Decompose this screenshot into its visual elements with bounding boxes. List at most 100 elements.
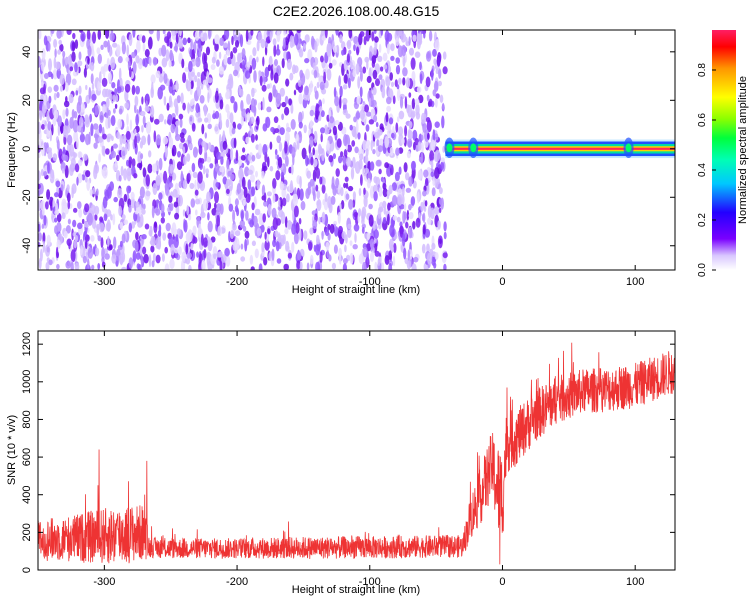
- noise-cell: [372, 86, 377, 96]
- noise-cell: [342, 97, 348, 105]
- noise-cell: [250, 30, 254, 36]
- noise-cell: [113, 236, 117, 250]
- signal-band-core: [445, 147, 675, 150]
- noise-cell: [123, 168, 128, 181]
- noise-cell: [401, 137, 405, 145]
- noise-cell: [43, 73, 49, 79]
- noise-cell: [191, 122, 196, 132]
- noise-cell: [182, 179, 188, 190]
- noise-cell: [54, 48, 57, 58]
- noise-cell: [107, 235, 110, 247]
- noise-cell: [313, 130, 318, 144]
- noise-cell: [214, 34, 220, 45]
- noise-cell: [109, 244, 113, 251]
- noise-cell: [394, 171, 400, 182]
- noise-cell: [240, 210, 244, 222]
- noise-cell: [406, 150, 411, 159]
- noise-cell: [369, 161, 375, 171]
- noise-cell: [135, 231, 139, 241]
- noise-cell: [434, 206, 440, 216]
- noise-cell: [372, 220, 378, 232]
- noise-cell: [262, 56, 265, 67]
- noise-cell: [262, 165, 268, 171]
- noise-cell: [115, 94, 119, 103]
- noise-cell: [256, 56, 259, 63]
- noise-cell: [323, 71, 326, 84]
- noise-cell: [361, 166, 365, 177]
- noise-cell: [110, 115, 116, 127]
- noise-cell: [74, 62, 78, 73]
- noise-cell: [277, 233, 282, 242]
- noise-cell: [92, 187, 96, 195]
- noise-cell: [392, 255, 396, 267]
- spectrogram-ylabel: Frequency (Hz): [6, 112, 18, 188]
- noise-cell: [206, 253, 210, 267]
- noise-cell: [342, 84, 348, 90]
- noise-cell: [46, 189, 51, 200]
- noise-cell: [64, 165, 69, 179]
- noise-cell: [284, 106, 290, 116]
- noise-cell: [169, 49, 173, 61]
- noise-cell: [342, 263, 347, 270]
- noise-cell: [84, 240, 88, 250]
- noise-cell: [406, 209, 410, 221]
- noise-cell: [79, 116, 84, 129]
- noise-cell: [140, 153, 144, 160]
- noise-cell: [427, 217, 432, 225]
- noise-cell: [415, 217, 421, 228]
- noise-cell: [170, 123, 176, 134]
- noise-cell: [312, 147, 316, 156]
- noise-cell: [56, 30, 62, 39]
- noise-cell: [292, 193, 299, 206]
- noise-cell: [372, 69, 378, 80]
- noise-cell: [192, 146, 198, 158]
- noise-cell: [147, 36, 153, 50]
- noise-cell: [194, 189, 199, 196]
- noise-cell: [352, 69, 357, 78]
- noise-cell: [97, 136, 104, 143]
- noise-cell: [160, 203, 165, 214]
- noise-cell: [84, 203, 90, 213]
- noise-cell: [234, 230, 241, 237]
- noise-cell: [410, 57, 416, 70]
- noise-cell: [379, 66, 384, 72]
- noise-cell: [182, 37, 187, 46]
- noise-cell: [419, 73, 423, 85]
- noise-cell: [48, 95, 52, 104]
- noise-cell: [378, 43, 382, 54]
- noise-cell: [97, 53, 103, 64]
- noise-cell: [404, 257, 409, 265]
- noise-cell: [343, 182, 347, 189]
- noise-cell: [423, 169, 429, 178]
- noise-cell: [408, 36, 411, 46]
- noise-cell: [40, 168, 45, 177]
- noise-cell: [125, 56, 130, 62]
- noise-cell: [402, 186, 405, 197]
- noise-cell: [129, 66, 132, 78]
- noise-cell: [440, 161, 445, 170]
- noise-cell: [47, 162, 50, 174]
- noise-cell: [55, 61, 61, 70]
- noise-cell: [438, 207, 442, 214]
- noise-cell: [439, 187, 443, 195]
- noise-cell: [408, 212, 414, 220]
- noise-cell: [168, 60, 172, 68]
- noise-cell: [112, 94, 116, 102]
- noise-cell: [408, 92, 412, 98]
- noise-cell: [426, 119, 432, 133]
- noise-cell: [77, 222, 83, 230]
- noise-cell: [162, 232, 167, 241]
- noise-cell: [121, 214, 126, 220]
- noise-cell: [151, 260, 155, 268]
- noise-cell: [184, 258, 188, 264]
- noise-cell: [182, 72, 187, 84]
- noise-cell: [178, 246, 182, 255]
- noise-cell: [187, 229, 193, 243]
- noise-cell: [53, 92, 57, 101]
- noise-cell: [388, 117, 394, 125]
- noise-cell: [128, 222, 132, 233]
- noise-cell: [348, 49, 352, 55]
- noise-cell: [353, 44, 356, 52]
- noise-cell: [47, 121, 52, 131]
- noise-cell: [314, 90, 319, 100]
